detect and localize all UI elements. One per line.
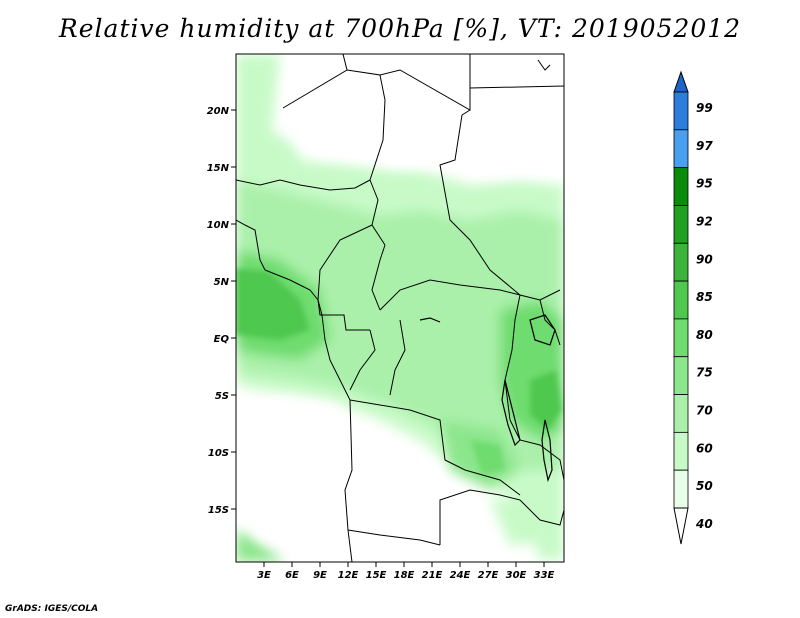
lon-label: 9E xyxy=(313,570,327,581)
border-niger-libya xyxy=(346,69,386,181)
lake-victoria xyxy=(529,314,556,346)
border-drc-angola xyxy=(349,399,521,496)
lon-label: 24E xyxy=(450,570,471,581)
lake-tanganyika xyxy=(501,379,521,447)
colorbar-bottom-arrow xyxy=(673,507,689,545)
colorbar-bin xyxy=(673,431,689,471)
colorbar-bin xyxy=(673,167,689,206)
colorbar-bin xyxy=(673,129,689,169)
border-egypt-sudan xyxy=(469,85,564,89)
map-frame xyxy=(235,53,565,563)
latitude-axis: 20N 15N 10N 5N EQ 5S 10S 15S xyxy=(207,106,236,516)
grads-credit: GrADS: IGES/COLA xyxy=(5,604,99,614)
lat-label: 5S xyxy=(215,391,229,402)
lat-label: 20N xyxy=(207,106,230,117)
colorbar-label: 92 xyxy=(696,214,713,228)
colorbar-bin xyxy=(673,318,689,358)
colorbar-label: 85 xyxy=(696,290,713,304)
humidity-field xyxy=(236,54,564,562)
border-sudan-southsudan xyxy=(449,219,561,301)
border-benin-togo xyxy=(236,219,266,271)
border-zambia-zimbabwe xyxy=(519,499,564,526)
lat-label: EQ xyxy=(214,334,230,345)
colorbar-label: 60 xyxy=(696,441,713,455)
lat-label: 5N xyxy=(214,277,230,288)
border-angola-namibia xyxy=(347,529,441,546)
border-libya-chad xyxy=(379,54,471,111)
lon-label: 21E xyxy=(422,570,443,581)
lat-label: 15S xyxy=(208,505,229,516)
colorbar-bin xyxy=(673,356,689,395)
chart-title: Relative humidity at 700hPa [%], VT: 201… xyxy=(58,14,742,43)
border-drc-east xyxy=(504,294,521,421)
border-angola-coast xyxy=(344,399,353,562)
country-borders xyxy=(236,54,564,562)
border-chad-car xyxy=(371,244,386,311)
longitude-axis: 3E 6E 9E 12E 15E 18E 21E 24E 27E 30E 33E xyxy=(257,562,555,581)
colorbar-bin xyxy=(673,280,689,320)
lat-label: 15N xyxy=(207,163,230,174)
colorbar-label: 99 xyxy=(696,101,713,115)
colorbar-label: 40 xyxy=(695,517,713,531)
lat-label: 10N xyxy=(207,220,230,231)
colorbar-bin xyxy=(673,469,689,509)
lon-label: 15E xyxy=(366,570,387,581)
border-nigeria-cameroon xyxy=(317,224,373,301)
colorbar-label: 80 xyxy=(696,328,713,342)
border-congo-gabon xyxy=(349,329,376,391)
lon-label: 6E xyxy=(285,570,299,581)
colorbar-bin xyxy=(673,91,689,131)
colorbar-label: 75 xyxy=(696,366,713,380)
lake-malawi xyxy=(541,419,553,483)
colorbar-top-arrow xyxy=(673,70,689,93)
colorbar-bin xyxy=(673,242,689,282)
lon-label: 3E xyxy=(257,570,271,581)
lon-label: 18E xyxy=(394,570,415,581)
border-niger-nigeria xyxy=(236,179,371,191)
lon-label: 30E xyxy=(506,570,527,581)
lakes xyxy=(419,314,556,483)
river-congo xyxy=(419,317,441,323)
colorbar-label: 70 xyxy=(696,404,713,418)
colorbar-label: 97 xyxy=(696,139,713,153)
coastline-sinai xyxy=(537,59,551,71)
lat-label: 10S xyxy=(208,448,229,459)
border-drc-tanzania xyxy=(509,419,564,481)
colorbar-label: 90 xyxy=(696,252,713,266)
border-car-drc xyxy=(379,279,521,311)
colorbar-bin xyxy=(673,205,689,244)
border-uganda-kenya xyxy=(539,299,561,346)
lon-label: 27E xyxy=(478,570,499,581)
colorbar: 99 97 95 92 90 85 80 75 70 60 50 40 xyxy=(673,70,713,545)
border-cameroon-gabon xyxy=(317,299,370,331)
border-congo-drc xyxy=(389,319,406,396)
coastline-gulf-guinea xyxy=(264,269,319,301)
dry-areas xyxy=(240,60,560,550)
border-angola-zambia xyxy=(439,489,521,545)
humidity-shading-dark xyxy=(236,268,562,475)
colorbar-bin xyxy=(673,394,689,433)
coastline-gabon-congo xyxy=(317,299,351,401)
lon-label: 33E xyxy=(534,570,555,581)
border-chad-nigeria xyxy=(369,179,386,246)
colorbar-label: 95 xyxy=(696,177,713,191)
border-chad-sudan xyxy=(439,109,471,221)
colorbar-label: 50 xyxy=(696,479,713,493)
lon-label: 12E xyxy=(338,570,359,581)
